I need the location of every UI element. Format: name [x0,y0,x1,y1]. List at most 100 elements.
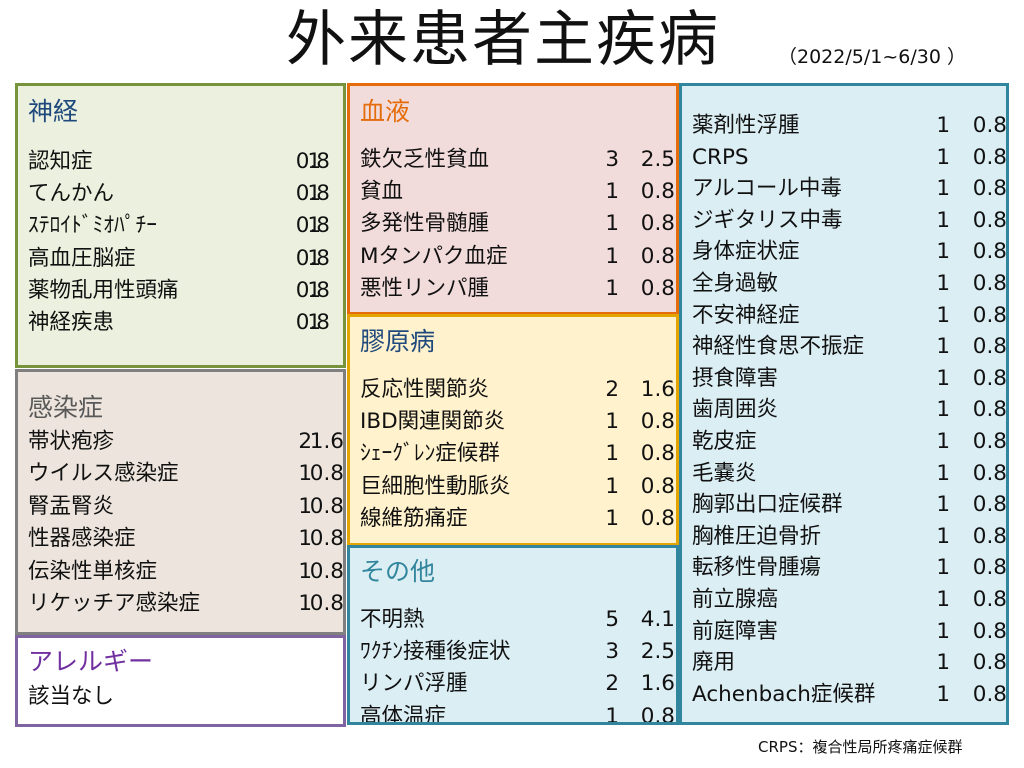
table-row: 全身過敏 1 0.8 [692,268,1006,300]
disease-name: ジギタリス中毒 [692,207,843,233]
table-row: 神経性食思不振症 1 0.8 [692,331,1006,363]
case-percent: 0.8 [309,558,344,584]
case-percent: 0.8 [972,681,1007,707]
section-allergy: アレルギー 該当なし [15,635,346,727]
table-row: ウイルス感染症 1 0.8 [28,458,344,490]
case-percent: 0.8 [640,243,675,269]
table-row: Mタンパク血症 1 0.8 [360,241,675,273]
table-row: ジギタリス中毒 1 0.8 [692,205,1007,237]
case-count: 1 [936,650,950,676]
disease-name: 廃用 [692,650,736,676]
table-row: Achenbach症候群 1 0.8 [692,679,1007,711]
disease-name: てんかん [28,181,115,207]
disease-name: 高血圧脳症 [28,245,136,271]
period-label: （2022/5/1~6/30 ） [778,46,966,68]
table-row: 反応性関節炎 2 1.6 [360,374,675,406]
table-row: ﾜｸﾁﾝ接種後症状 3 2.5 [360,636,675,668]
disease-name: 貧血 [360,179,404,205]
disease-name: 前立腺癌 [692,586,779,612]
table-row: 胸郭出口症候群 1 0.8 [692,489,1007,521]
case-percent: 0.8 [972,428,1007,454]
case-count: 1 [936,618,950,644]
case-count: 1 [307,245,321,271]
disease-name: 巨細胞性動脈炎 [360,473,511,499]
case-percent: 0.8 [309,526,344,552]
section-title: 膠原病 [360,327,436,356]
case-count: 1 [936,555,950,581]
section-title: 感染症 [28,393,104,422]
table-row: リケッチア感染症 1 0.8 [28,588,343,620]
disease-name: IBD関連関節炎 [360,409,506,435]
disease-name: ｽﾃﾛｲﾄﾞﾐｵﾊﾟﾁｰ [28,213,158,239]
case-count: 2 [605,377,619,402]
table-row: 神経疾患 1 0.8 [28,307,330,339]
table-row: てんかん 1 0.8 [28,178,330,210]
case-count: 1 [307,149,321,174]
table-row: 多発性骨髄腫 1 0.8 [360,208,675,240]
case-count: 1 [936,270,950,296]
disease-name: 帯状疱疹 [28,429,115,454]
case-percent: 0.8 [640,211,675,237]
section-title: その他 [360,557,436,586]
case-count: 1 [298,461,312,487]
table-row: CRPS 1 0.8 [692,142,1006,174]
case-percent: 0.8 [972,586,1007,612]
disease-name: 身体症状症 [692,239,800,265]
case-count: 3 [605,639,619,665]
case-percent: 0.8 [972,207,1007,233]
table-row: 薬剤性浮腫 1 0.8 [692,110,1006,142]
case-percent: 0.8 [972,302,1007,328]
case-count: 1 [605,243,619,269]
case-count: 1 [307,277,321,303]
table-row: アルコール中毒 1 0.8 [692,173,1007,205]
disease-name: 認知症 [28,149,93,174]
case-count: 2 [298,429,312,454]
table-row: 転移性骨腫瘍 1 0.8 [692,552,1006,584]
table-row: ｽﾃﾛｲﾄﾞﾐｵﾊﾟﾁｰ 1 0.8 [28,210,330,242]
case-percent: 0.8 [972,492,1007,518]
case-percent: 1.6 [309,429,344,454]
disease-name: 多発性骨髄腫 [360,211,490,237]
table-row: IBD関連関節炎 1 0.8 [360,406,675,438]
case-percent: 0.8 [295,245,330,271]
case-count: 1 [936,207,950,233]
case-count: 1 [307,213,321,239]
disease-name: 毛嚢炎 [692,460,757,486]
case-count: 1 [605,441,619,467]
table-row: 身体症状症 1 0.8 [692,236,1006,268]
case-count: 1 [936,460,950,486]
case-percent: 0.8 [295,149,330,174]
table-row: 摂食障害 1 0.8 [692,363,1007,395]
case-percent: 0.8 [972,176,1007,202]
disease-name: 薬剤性浮腫 [692,113,800,138]
disease-name: 反応性関節炎 [360,377,490,402]
case-percent: 0.8 [972,365,1007,391]
section-blood: 血液 鉄欠乏性貧血 3 2.5 貧血 1 0.8 多発性骨髄腫 1 0.8 Mタンパク血症 1 0.8… [347,83,679,315]
disease-name: ウイルス感染症 [28,461,179,487]
disease-name: 乾皮症 [692,428,757,454]
case-count: 1 [605,473,619,499]
disease-name: Achenbach症候群 [692,681,876,707]
section-neuro: 神経 認知症 1 0.8 てんかん 1 0.8 ｽﾃﾛｲﾄﾞﾐｵﾊﾟﾁｰ 1 0.8 高血圧脳症 1… [15,83,346,368]
table-row: 前庭障害 1 0.8 [692,616,1006,648]
case-percent: 0.8 [309,461,344,487]
case-percent: 1.6 [640,377,675,402]
disease-name: 薬物乱用性頭痛 [28,277,179,303]
section-collagen: 膠原病 反応性関節炎 2 1.6 IBD関連関節炎 1 0.8 ｼｪｰｸﾞﾚﾝ症候群 1 0.8… [347,314,679,546]
table-row: 前立腺癌 1 0.8 [692,584,1007,616]
case-percent: 0.8 [295,277,330,303]
section-infection: 感染症 帯状疱疹 2 1.6 ウイルス感染症 1 0.8 腎盂腎炎 1 0.8 性器感染症 1 0.8… [15,369,346,635]
table-row: 乾皮症 1 0.8 [692,426,1007,458]
table-row: 不安神経症 1 0.8 [692,300,1007,332]
disease-name: 前庭障害 [692,618,779,644]
case-count: 1 [605,211,619,237]
case-count: 1 [605,505,619,531]
case-count: 1 [936,681,950,707]
disease-name: 伝染性単核症 [28,558,158,584]
disease-name: 不明熱 [360,607,425,632]
case-count: 1 [936,144,950,170]
case-percent: 0.8 [972,460,1007,486]
section-title: アレルギー [28,647,154,676]
table-row: 高血圧脳症 1 0.8 [28,243,330,275]
section-other: その他 不明熱 5 4.1 ﾜｸﾁﾝ接種後症状 3 2.5 リンパ浮腫 2 1.6 高体温症 1 0.… [347,545,679,725]
